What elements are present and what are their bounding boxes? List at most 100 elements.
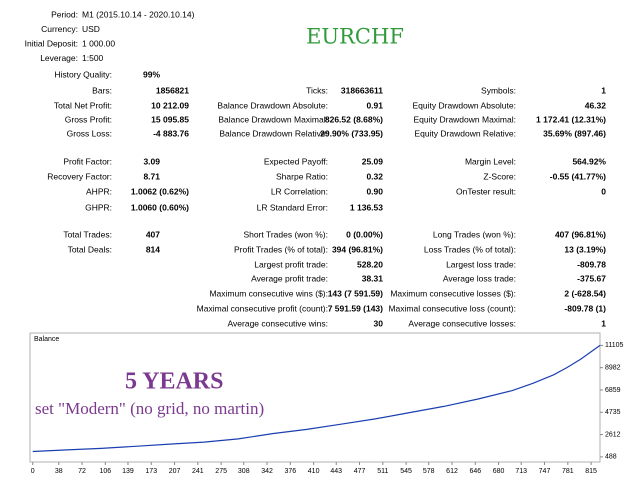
stat-value: 1 [601, 85, 606, 95]
stat-label: Equity Drawdown Relative: [414, 128, 516, 138]
stat-label: Largest profit trade: [254, 259, 328, 269]
stat-label: Balance Drawdown Absolute: [217, 100, 328, 110]
stat-label: GHPR: [85, 202, 112, 212]
x-tick-label: 545 [400, 468, 412, 475]
stat-value: 29.90% (733.95) [320, 128, 383, 138]
stat-value: 407 (96.81%) [555, 229, 606, 239]
stat-value: 10 212.09 [151, 100, 189, 110]
stat-label: Maximum consecutive wins ($): [209, 288, 328, 298]
header-value: 1 000.00 [82, 38, 115, 48]
x-tick-label: 443 [330, 468, 342, 475]
stat-label: Symbols: [481, 85, 516, 95]
stat-value: 13 (3.19%) [564, 244, 606, 254]
stat-label: Maximal consecutive loss (count): [388, 303, 516, 313]
stat-label: Average loss trade: [443, 273, 516, 283]
x-tick-label: 815 [585, 468, 597, 475]
stat-value: 0.91 [366, 100, 383, 110]
stat-label: Short Trades (won %): [243, 229, 328, 239]
stat-label: Average profit trade: [251, 273, 328, 283]
x-tick-label: 139 [122, 468, 134, 475]
stat-value: -4 883.76 [153, 128, 189, 138]
y-tick-label: 2612 [605, 431, 621, 438]
stat-label: Balance Drawdown Relative: [219, 128, 328, 138]
stat-value: 99% [143, 69, 160, 79]
stat-value: 1856821 [156, 85, 189, 95]
stat-value: 35.69% (897.46) [543, 128, 606, 138]
stat-value: 30 [374, 318, 384, 328]
x-tick-label: 781 [562, 468, 574, 475]
stat-label: Profit Trades (% of total): [234, 244, 328, 254]
stat-label: LR Standard Error: [257, 202, 328, 212]
annotation: set "Modern" (no grid, no martin) [35, 399, 264, 418]
stat-label: Recovery Factor: [47, 171, 112, 181]
stat-value: 2 (-628.54) [564, 288, 606, 298]
x-tick-label: 72 [78, 468, 86, 475]
x-tick-label: 38 [55, 468, 63, 475]
header-label: Leverage: [40, 53, 78, 63]
stat-value: 0 [601, 186, 606, 196]
stat-label: Profit Factor: [63, 156, 112, 166]
stat-value: 3.09 [143, 156, 160, 166]
stat-label: Average consecutive wins: [228, 318, 328, 328]
stat-value: 0.90 [366, 186, 383, 196]
x-tick-label: 376 [284, 468, 296, 475]
x-tick-label: 477 [354, 468, 366, 475]
stat-label: Loss Trades (% of total): [424, 244, 516, 254]
x-tick-label: 106 [100, 468, 112, 475]
x-tick-label: 410 [308, 468, 320, 475]
stat-value: 15 095.85 [151, 114, 189, 124]
stat-label: Expected Payoff: [264, 156, 328, 166]
x-tick-label: 680 [493, 468, 505, 475]
stat-value: -809.78 (1) [564, 303, 606, 313]
stat-label: Total Trades: [63, 229, 112, 239]
stat-value: 318663611 [341, 85, 383, 95]
stat-value: 8.71 [143, 171, 160, 181]
x-tick-label: 342 [261, 468, 273, 475]
stat-label: Gross Profit: [65, 114, 112, 124]
x-tick-label: 713 [515, 468, 527, 475]
stat-value: 7 591.59 (143) [328, 303, 383, 313]
x-tick-label: 275 [215, 468, 227, 475]
y-tick-label: 6859 [605, 387, 621, 394]
stat-value: -0.55 (41.77%) [550, 171, 606, 181]
stat-label: OnTester result: [456, 186, 516, 196]
stat-label: Total Deals: [68, 244, 112, 254]
stat-label: Gross Loss: [67, 128, 112, 138]
stat-label: LR Correlation: [271, 186, 328, 196]
annotation: 5 Years [125, 369, 223, 395]
stat-value: 528.20 [357, 259, 383, 269]
x-tick-label: 207 [169, 468, 181, 475]
x-tick-label: 747 [539, 468, 551, 475]
stat-label: Sharpe Ratio: [276, 171, 328, 181]
stat-value: 407 [146, 229, 160, 239]
header-value: M1 (2015.10.14 - 2020.10.14) [82, 9, 195, 19]
x-tick-label: 511 [377, 468, 388, 475]
header-value: 1:500 [82, 53, 104, 63]
stat-label: History Quality: [54, 69, 112, 79]
balance-line [32, 344, 601, 453]
chart-title: Balance [34, 336, 59, 343]
x-tick-label: 0 [31, 468, 35, 475]
stat-value: 1.0060 (0.60%) [131, 202, 189, 212]
stat-label: Average consecutive losses: [408, 318, 516, 328]
stat-value: 0 (0.00%) [346, 229, 383, 239]
stat-value: 143 (7 591.59) [328, 288, 383, 298]
header-label: Currency: [41, 24, 78, 34]
stat-value: -809.78 [577, 259, 606, 269]
y-tick-label: 11105 [605, 342, 624, 349]
stat-value: 814 [146, 244, 160, 254]
stat-label: Maximal consecutive profit (count): [197, 303, 328, 313]
y-tick-label: 4735 [605, 409, 621, 416]
stat-value: 1.0062 (0.62%) [131, 186, 189, 196]
stat-value: 826.52 (8.68%) [325, 114, 383, 124]
stat-label: Long Trades (won %): [433, 229, 516, 239]
stat-value: 0.32 [366, 171, 383, 181]
x-tick-label: 578 [423, 468, 435, 475]
stat-label: Total Net Profit: [54, 100, 112, 110]
y-tick-label: 488 [605, 454, 617, 461]
x-tick-label: 308 [238, 468, 250, 475]
stat-label: Equity Drawdown Absolute: [413, 100, 516, 110]
header-value: USD [82, 24, 100, 34]
stat-label: AHPR: [86, 186, 112, 196]
